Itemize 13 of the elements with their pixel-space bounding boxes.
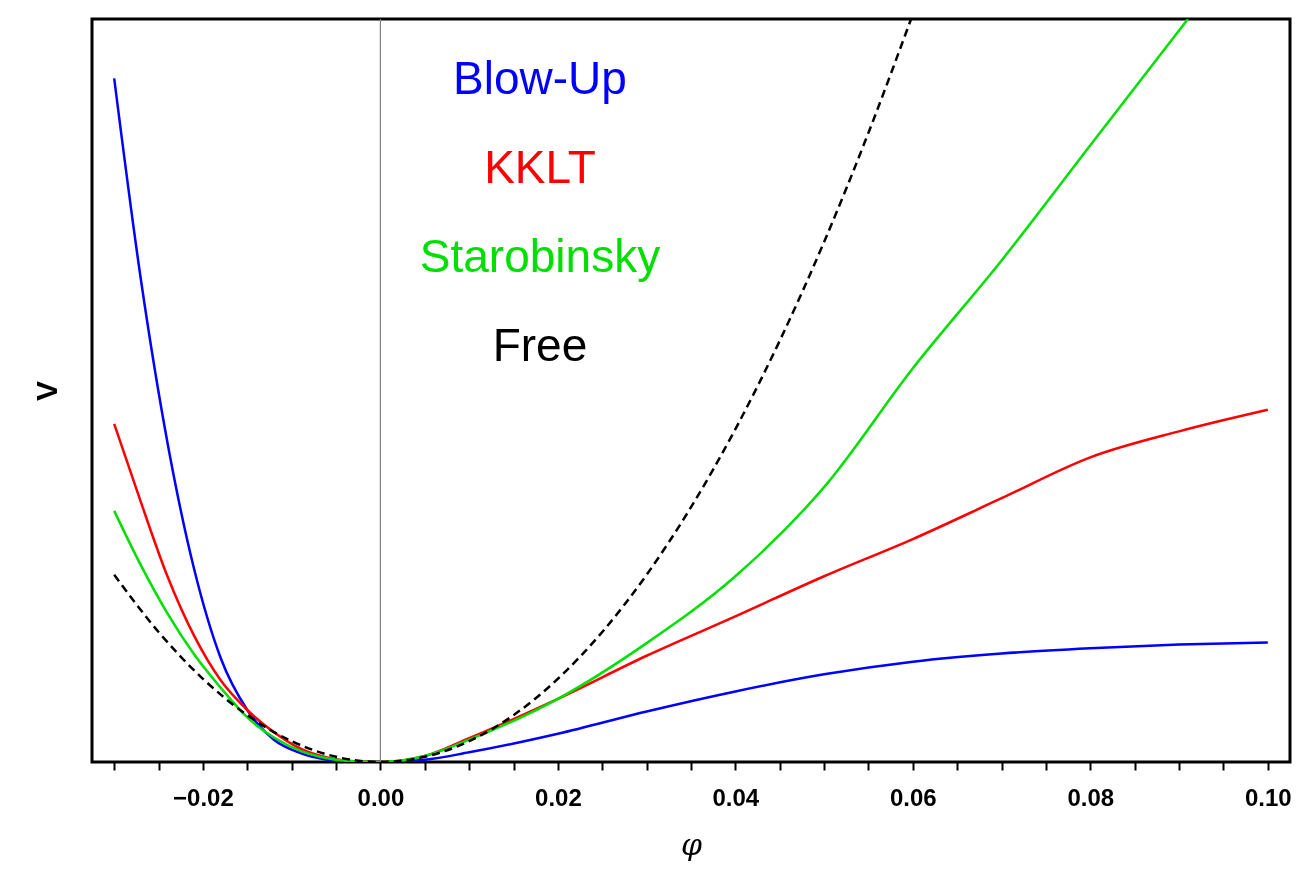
text: Starobinsky [419, 230, 661, 282]
y-axis-title: V [29, 380, 63, 402]
x-tick-label: −0.02 [173, 783, 234, 811]
x-tick-label: 0.10 [1244, 783, 1292, 811]
x-axis-title: φ [680, 826, 703, 862]
x-tick-label: 0.06 [889, 783, 937, 811]
text: Free [492, 319, 588, 371]
x-tick-label: 0.02 [535, 783, 582, 811]
x-tick-label: 0.00 [357, 783, 405, 811]
x-tick-label: 0.08 [1067, 783, 1115, 811]
text: KKLT [484, 141, 596, 193]
text: Blow-Up [453, 52, 627, 104]
x-tick-label: 0.04 [712, 783, 760, 811]
